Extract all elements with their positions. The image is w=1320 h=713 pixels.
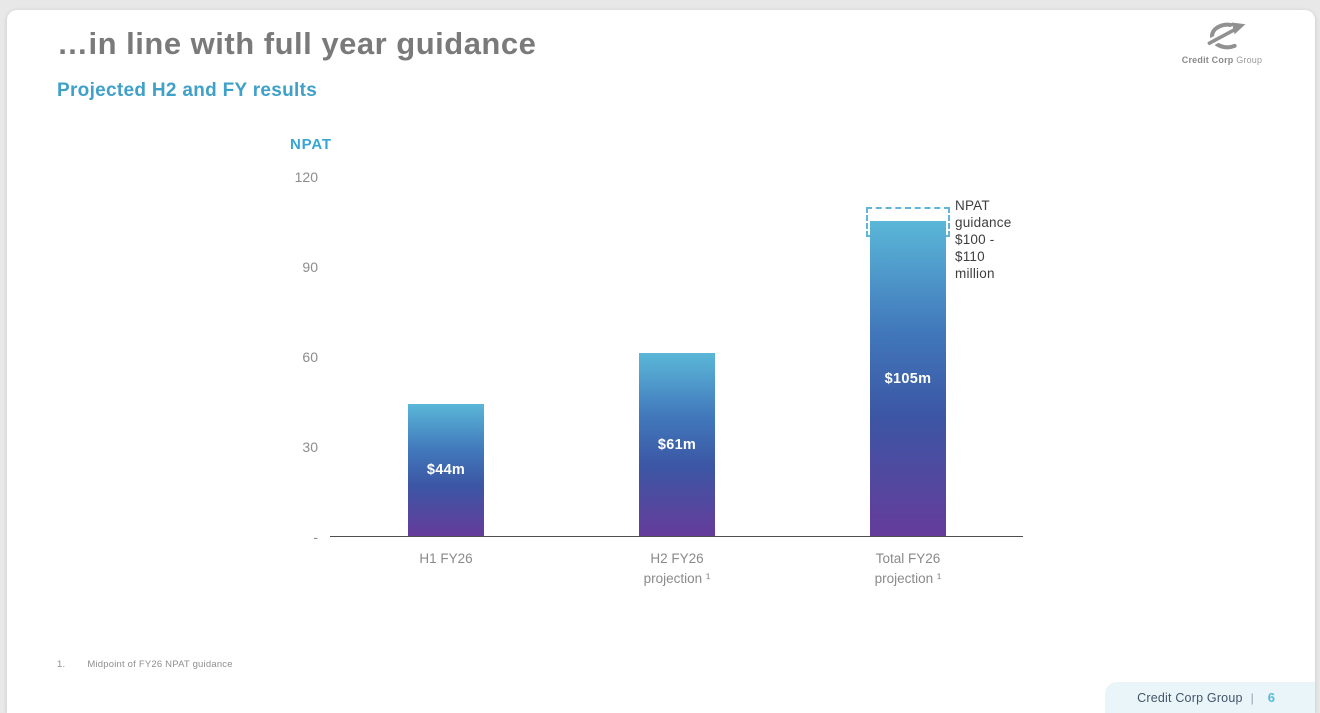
footnote: 1. Midpoint of FY26 NPAT guidance: [57, 659, 233, 670]
slide-subtitle: Projected H2 and FY results: [57, 80, 318, 101]
slide: …in line with full year guidance Project…: [7, 10, 1315, 713]
footer-bar: Credit Corp Group | 6: [1105, 682, 1315, 713]
bar-value-label: $105m: [884, 370, 932, 387]
bar-value-label: $61m: [657, 436, 697, 453]
x-axis-label-1: H1 FY26: [366, 549, 526, 569]
bar-1: $44m: [408, 404, 484, 536]
x-axis-label-3: Total FY26 projection ¹: [828, 549, 988, 589]
x-axis-label-line: projection ¹: [874, 571, 942, 586]
x-axis-label-2: H2 FY26 projection ¹: [597, 549, 757, 589]
x-axis-label-line: Total FY26: [875, 551, 941, 566]
x-axis-label-line: projection ¹: [643, 571, 711, 586]
guidance-annotation-line1: NPAT guidance: [955, 198, 1012, 230]
slide-title: …in line with full year guidance: [57, 26, 537, 61]
footnote-text: Midpoint of FY26 NPAT guidance: [87, 659, 233, 670]
x-axis-label-line: H2 FY26: [650, 551, 704, 566]
y-axis-tick--: -: [313, 529, 318, 545]
credit-corp-logo: Credit Corp Group: [1167, 18, 1277, 65]
logo-wordmark-bold: Credit Corp: [1181, 55, 1234, 65]
bar-2: $61m: [639, 353, 715, 536]
y-axis-tick-120: 120: [294, 169, 318, 185]
y-axis-tick-60: 60: [302, 349, 318, 365]
logo-wordmark: Credit Corp Group: [1167, 55, 1277, 65]
chart-title-npat: NPAT: [290, 136, 332, 153]
bar-value-label: $44m: [426, 462, 466, 478]
guidance-annotation-line2: $100 - $110 million: [955, 232, 995, 281]
footnote-number: 1.: [57, 659, 66, 670]
credit-corp-logo-icon: [1167, 18, 1277, 54]
bar-3: $105m: [870, 221, 946, 536]
plot-area: NPAT guidance $100 - $110 million 120 90 6…: [295, 169, 1023, 586]
y-axis-tick-30: 30: [302, 439, 318, 455]
x-axis-label-line: H1 FY26: [419, 551, 473, 566]
y-axis-tick-90: 90: [302, 259, 318, 275]
footer-company: Credit Corp Group: [1137, 690, 1243, 705]
footer-divider: |: [1250, 690, 1254, 705]
logo-wordmark-light: Group: [1236, 55, 1263, 65]
npat-guidance-annotation: NPAT guidance $100 - $110 million: [955, 197, 1023, 282]
footer-page-number: 6: [1267, 690, 1275, 705]
